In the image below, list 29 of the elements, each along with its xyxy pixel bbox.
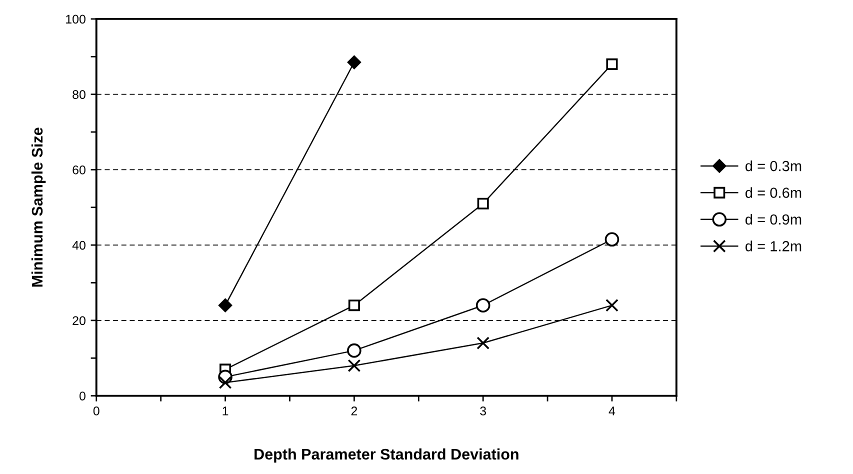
point — [347, 343, 362, 358]
x-tick-label: 4 — [608, 406, 616, 416]
x-tick-label: 3 — [480, 406, 486, 416]
y-axis-title: Minimum Sample Size — [31, 128, 46, 287]
y-tick-label: 40 — [72, 240, 86, 250]
point — [606, 58, 618, 70]
point — [606, 298, 618, 312]
y-tick-label: 20 — [72, 316, 86, 326]
legend-label: d = 1.2m — [746, 240, 802, 252]
point — [348, 359, 361, 372]
point — [477, 198, 489, 210]
y-tick-label: 60 — [72, 165, 86, 174]
legend-label: d = 0.6m — [746, 187, 802, 198]
y-tick-label: 0 — [80, 392, 86, 400]
point — [218, 298, 232, 312]
point — [604, 232, 620, 247]
point — [347, 56, 361, 70]
point — [476, 336, 490, 350]
x-tick-label: 1 — [222, 406, 228, 416]
x-tick-label: 0 — [93, 406, 100, 416]
y-tick-label: 80 — [72, 90, 86, 99]
point — [476, 298, 490, 313]
point — [218, 376, 232, 390]
y-tick-label: 100 — [66, 14, 86, 24]
x-tick-label: 2 — [351, 406, 358, 416]
point — [348, 300, 360, 312]
x-axis-title: Depth Parameter Standard Deviation — [254, 448, 518, 463]
legend-label: d = 0.9m — [746, 214, 802, 225]
legend-label: d = 0.3m — [746, 160, 802, 172]
